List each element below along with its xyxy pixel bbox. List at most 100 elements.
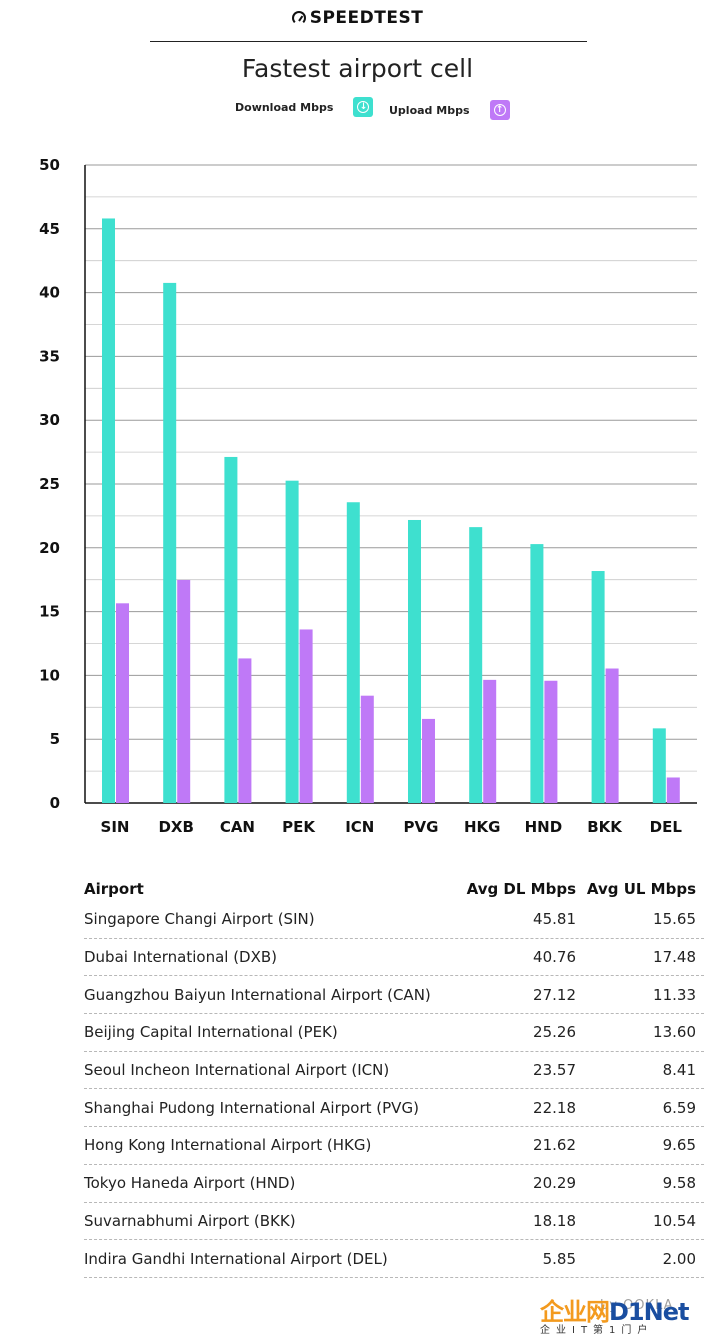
x-tick-label: BKK xyxy=(587,818,623,836)
bar-download-hkg xyxy=(469,527,483,803)
table-row: Beijing Capital International (PEK) 25.2… xyxy=(84,1014,704,1052)
watermark-main-right: D1Net xyxy=(609,1298,689,1326)
cell-airport: Shanghai Pudong International Airport (P… xyxy=(84,1098,419,1117)
cell-dl: 18.18 xyxy=(533,1211,576,1230)
table-row: Indira Gandhi International Airport (DEL… xyxy=(84,1240,704,1278)
cell-ul: 8.41 xyxy=(662,1061,696,1080)
y-tick-label: 5 xyxy=(50,730,60,748)
bar-upload-icn xyxy=(360,695,374,803)
cell-dl: 22.18 xyxy=(533,1098,576,1117)
legend-upload: Upload Mbps ↑ xyxy=(389,100,510,120)
watermark-logo: by OOKLA 企业网D1Net 企业IT第1门户 xyxy=(540,1292,715,1336)
bar-download-del xyxy=(652,728,666,803)
cell-ul: 15.65 xyxy=(653,910,696,929)
bar-upload-hnd xyxy=(544,680,558,803)
bar-download-icn xyxy=(346,502,360,803)
cell-ul: 17.48 xyxy=(653,948,696,967)
header-avg-dl: Avg DL Mbps xyxy=(466,879,576,898)
y-tick-label: 45 xyxy=(39,220,60,238)
cell-airport: Indira Gandhi International Airport (DEL… xyxy=(84,1249,388,1268)
table-row: Guangzhou Baiyun International Airport (… xyxy=(84,976,704,1015)
table-row: Dubai International (DXB) 40.76 17.48 xyxy=(84,939,704,977)
y-tick-label: 20 xyxy=(39,539,60,557)
y-tick-label: 25 xyxy=(39,475,60,493)
y-tick-label: 30 xyxy=(39,411,60,429)
header-divider xyxy=(150,41,587,42)
brand-text: SPEEDTEST xyxy=(309,8,424,28)
bar-download-can xyxy=(224,456,238,803)
legend-download: Download Mbps ↓ xyxy=(235,97,374,117)
x-tick-label: PEK xyxy=(282,818,316,836)
chart-title: Fastest airport cell xyxy=(241,54,474,83)
bar-upload-pvg xyxy=(422,718,435,803)
x-tick-label: CAN xyxy=(220,818,255,836)
cell-ul: 6.59 xyxy=(662,1098,696,1117)
table-row: Hong Kong International Airport (HKG) 21… xyxy=(84,1127,704,1165)
y-tick-label: 0 xyxy=(50,794,60,812)
x-tick-label: HKG xyxy=(464,818,501,836)
cell-ul: 13.60 xyxy=(653,1023,696,1042)
x-tick-label: HND xyxy=(525,818,563,836)
cell-airport: Hong Kong International Airport (HKG) xyxy=(84,1136,372,1155)
y-tick-label: 40 xyxy=(39,284,60,302)
airport-speed-table: Airport Avg DL Mbps Avg UL Mbps Singapor… xyxy=(84,876,704,1278)
legend-upload-label: Upload Mbps xyxy=(389,103,470,117)
table-row: Singapore Changi Airport (SIN) 45.81 15.… xyxy=(84,901,704,939)
header-avg-ul: Avg UL Mbps xyxy=(586,879,696,898)
y-tick-label: 35 xyxy=(39,347,60,365)
cell-airport: Tokyo Haneda Airport (HND) xyxy=(84,1174,296,1193)
cell-ul: 10.54 xyxy=(653,1211,696,1230)
y-tick-label: 10 xyxy=(39,666,60,684)
bar-upload-sin xyxy=(116,603,129,803)
bar-upload-bkk xyxy=(605,668,619,803)
cell-airport: Guangzhou Baiyun International Airport (… xyxy=(84,985,431,1004)
bar-upload-pek xyxy=(299,629,313,803)
bar-download-dxb xyxy=(163,282,177,803)
cell-dl: 21.62 xyxy=(533,1136,576,1155)
bar-download-pek xyxy=(285,480,299,803)
cell-ul: 11.33 xyxy=(653,985,696,1004)
watermark-main-left: 企业网 xyxy=(540,1298,610,1326)
cell-airport: Dubai International (DXB) xyxy=(84,948,278,967)
bar-download-sin xyxy=(102,218,115,803)
bar-chart: 0 5 10 15 20 25 30 35 40 45 50 SIN DXB CAN PEK ICN PVG HK… xyxy=(39,156,697,836)
cell-dl: 23.57 xyxy=(533,1061,576,1080)
cell-ul: 9.58 xyxy=(662,1174,696,1193)
speedometer-icon xyxy=(291,11,306,25)
bar-download-pvg xyxy=(408,519,421,803)
table-header: Airport Avg DL Mbps Avg UL Mbps xyxy=(84,876,704,901)
cell-ul: 9.65 xyxy=(662,1136,696,1155)
cell-dl: 20.29 xyxy=(533,1174,576,1193)
bar-upload-dxb xyxy=(177,579,191,803)
y-tick-label: 50 xyxy=(39,156,60,174)
arrow-down-circle-icon: ↓ xyxy=(353,97,374,117)
x-tick-label: SIN xyxy=(101,818,130,836)
table-row: Seoul Incheon International Airport (ICN… xyxy=(84,1052,704,1090)
bar-download-hnd xyxy=(530,544,544,803)
cell-dl: 45.81 xyxy=(533,910,576,929)
watermark-by-ookla: by OOKLA xyxy=(600,1298,674,1313)
cell-dl: 25.26 xyxy=(533,1023,576,1042)
table-row: Shanghai Pudong International Airport (P… xyxy=(84,1089,704,1128)
arrow-up-circle-icon: ↑ xyxy=(489,100,510,120)
bar-upload-hkg xyxy=(483,679,497,803)
bar-download-bkk xyxy=(591,571,605,803)
cell-dl: 5.85 xyxy=(542,1249,576,1268)
cell-dl: 40.76 xyxy=(533,948,576,967)
cell-dl: 27.12 xyxy=(533,985,576,1004)
cell-ul: 2.00 xyxy=(662,1249,696,1268)
legend-download-label: Download Mbps xyxy=(235,100,334,114)
cell-airport: Suvarnabhumi Airport (BKK) xyxy=(84,1211,296,1230)
header-airport: Airport xyxy=(84,879,144,898)
bar-upload-can xyxy=(238,658,252,803)
y-tick-label: 15 xyxy=(39,603,60,621)
x-tick-label: DXB xyxy=(158,818,193,836)
table-row: Tokyo Haneda Airport (HND) 20.29 9.58 xyxy=(84,1165,704,1203)
bar-upload-del xyxy=(666,777,680,803)
table-row: Suvarnabhumi Airport (BKK) 18.18 10.54 xyxy=(84,1203,704,1241)
cell-airport: Singapore Changi Airport (SIN) xyxy=(84,910,315,929)
x-tick-label: ICN xyxy=(345,818,374,836)
cell-airport: Beijing Capital International (PEK) xyxy=(84,1023,338,1042)
x-tick-label: DEL xyxy=(650,818,683,836)
watermark-sub: 企业IT第1门户 xyxy=(540,1325,654,1336)
